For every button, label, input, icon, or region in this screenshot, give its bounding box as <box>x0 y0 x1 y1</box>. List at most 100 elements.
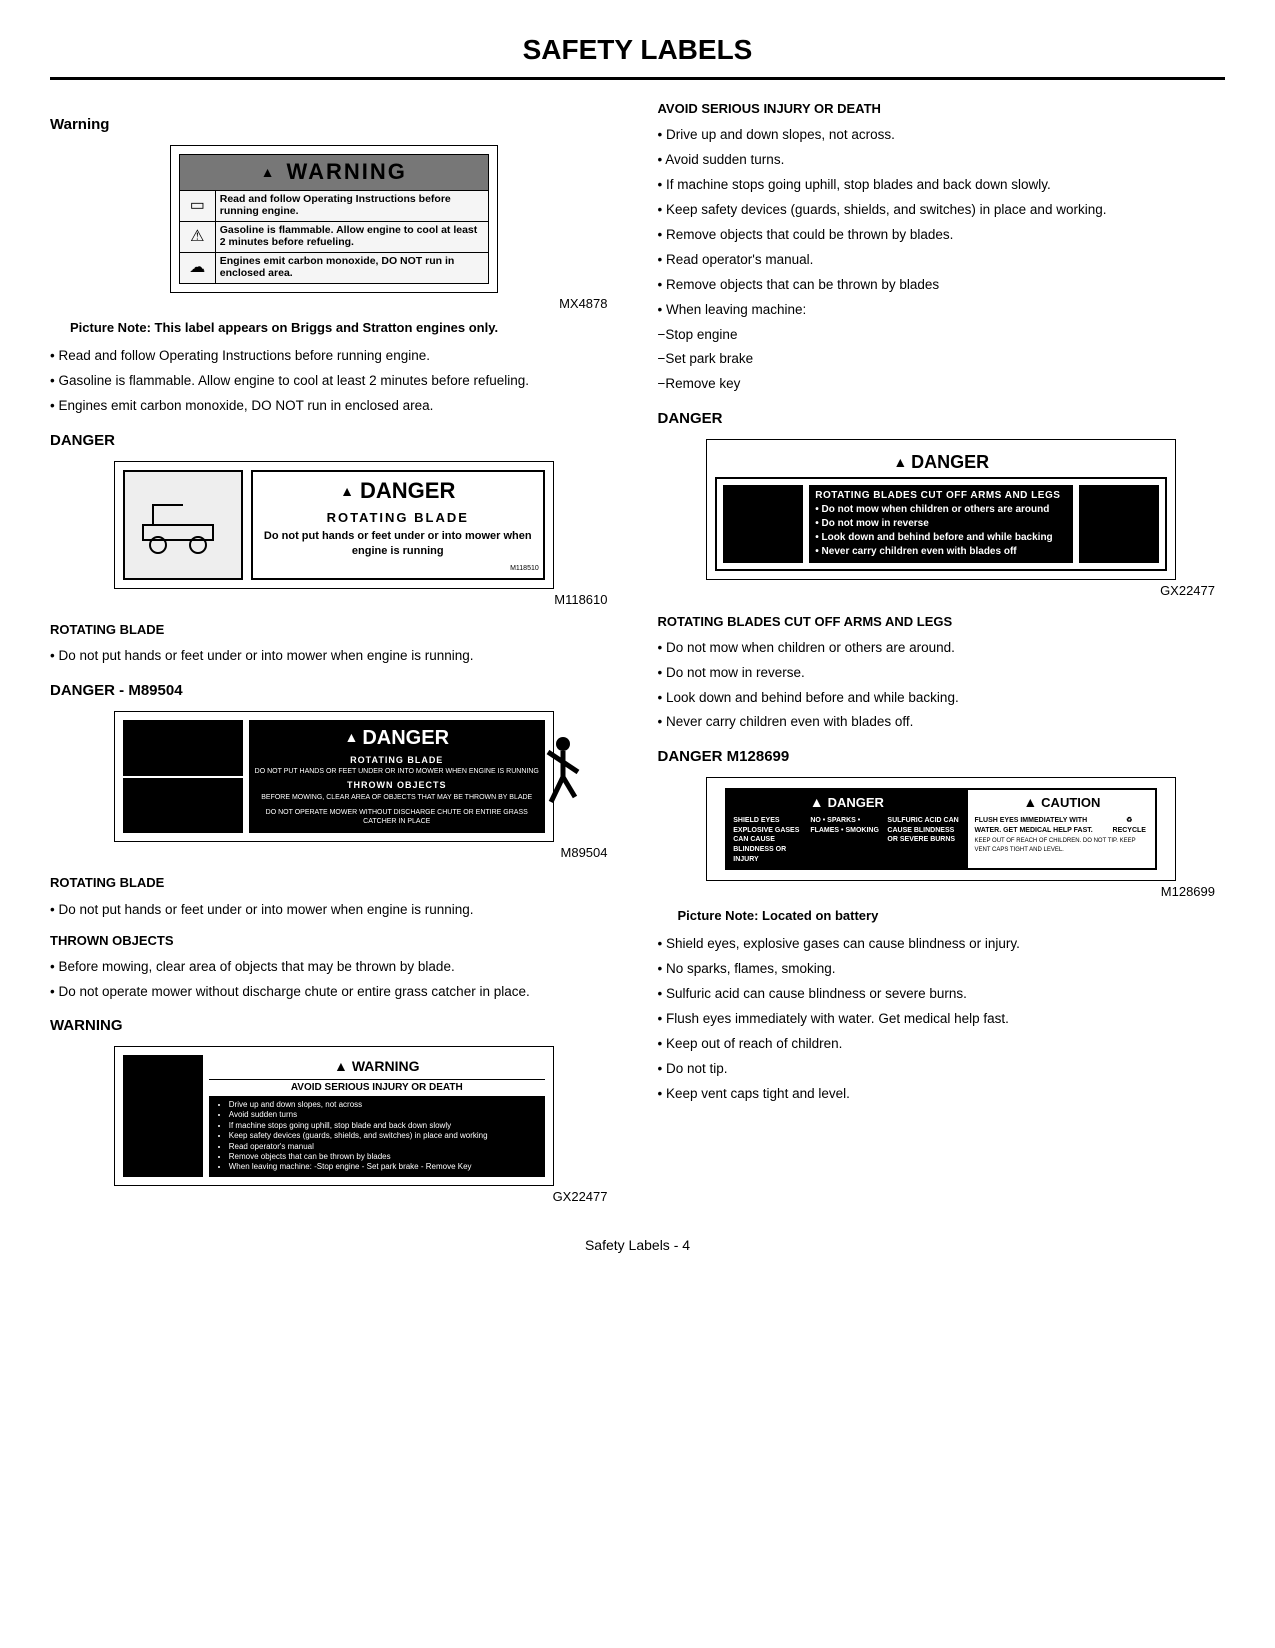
bullet: Drive up and down slopes, not across. <box>658 126 1226 145</box>
danger-m89504-illustration: ▲DANGER ROTATING BLADE DO NOT PUT HANDS … <box>114 711 554 842</box>
danger-inner-code: M118510 <box>257 564 539 574</box>
running-person-icon <box>533 732 593 812</box>
danger-label-text: Do not put hands or feet under or into m… <box>257 529 539 560</box>
bullet: Do not operate mower without discharge c… <box>50 983 618 1002</box>
tractor-manual-icon <box>123 1055 203 1176</box>
warning-row2: Gasoline is flammable. Allow engine to c… <box>216 223 488 250</box>
bullet: Never carry children even with blades of… <box>658 713 1226 732</box>
danger-label-illustration: ▲ DANGER ROTATING BLADE Do not put hands … <box>114 461 554 589</box>
thrown-objects-heading: THROWN OBJECTS <box>50 932 618 950</box>
rotating-blade-heading-2: ROTATING BLADE <box>50 874 618 892</box>
danger-m89504-heading: DANGER - M89504 <box>50 680 618 701</box>
bullet: Keep safety devices (guards, shields, an… <box>658 201 1226 220</box>
dgx-line: • Never carry children even with blades … <box>815 545 1067 559</box>
w2-list: Drive up and down slopes, not across Avo… <box>209 1096 545 1177</box>
bullet: Avoid sudden turns. <box>658 151 1226 170</box>
label-code-m89504: M89504 <box>50 844 618 862</box>
label-code-m128699: M128699 <box>658 883 1226 901</box>
w2-sub: AVOID SERIOUS INJURY OR DEATH <box>209 1079 545 1096</box>
page-footer: Safety Labels - 4 <box>50 1236 1225 1256</box>
bullet: Engines emit carbon monoxide, DO NOT run… <box>50 397 618 416</box>
danger-gx22477-illustration: ▲DANGER ROTATING BLADES CUT OFF ARMS AND… <box>706 439 1176 580</box>
bullet: Do not put hands or feet under or into m… <box>50 647 618 666</box>
w2-line: Read operator's manual <box>229 1142 537 1152</box>
d2-box: DO NOT OPERATE MOWER WITHOUT DISCHARGE C… <box>253 806 541 830</box>
bullet: Sulfuric acid can cause blindness or sev… <box>658 985 1226 1004</box>
w2-line: If machine stops going uphill, stop blad… <box>229 1121 537 1131</box>
bullet: Remove objects that can be thrown by bla… <box>658 276 1226 295</box>
label-code-m118610: M118610 <box>50 591 618 609</box>
two-column-layout: Warning ▲ WARNING ▭Read and follow Operat… <box>50 100 1225 1206</box>
d2-line2: BEFORE MOWING, CLEAR AREA OF OBJECTS THA… <box>253 793 541 803</box>
bullet: Read operator's manual. <box>658 251 1226 270</box>
danger-triangle-icon: ▲ <box>344 728 358 748</box>
warning-row3: Engines emit carbon monoxide, DO NOT run… <box>216 254 488 281</box>
picture-note-2: Picture Note: Located on battery <box>678 907 1226 925</box>
bullet: Remove objects that could be thrown by b… <box>658 226 1226 245</box>
d2-header: DANGER <box>362 724 449 752</box>
danger-label-header: DANGER <box>360 476 455 507</box>
bat-cell: SULFURIC ACID CAN CAUSE BLINDNESS OR SEV… <box>887 816 960 865</box>
warning-label-illustration: ▲ WARNING ▭Read and follow Operating Inst… <box>170 145 498 293</box>
bullet: Keep out of reach of children. <box>658 1035 1226 1054</box>
bullet: Do not mow when children or others are a… <box>658 639 1226 658</box>
avoid-heading: AVOID SERIOUS INJURY OR DEATH <box>658 100 1226 118</box>
dgx-line: • Look down and behind before and while … <box>815 531 1067 545</box>
recycle-icon: ♻RECYCLE <box>1109 816 1149 836</box>
dash: Stop engine <box>658 326 1226 345</box>
danger-m128699-heading: DANGER M128699 <box>658 746 1226 767</box>
bullet: Do not put hands or feet under or into m… <box>50 901 618 920</box>
hand-blade-icon <box>123 720 243 778</box>
warning-heading-2: WARNING <box>50 1015 618 1036</box>
foot-blade-icon <box>123 778 243 834</box>
dash: Set park brake <box>658 350 1226 369</box>
warning-triangle-icon: ▲ <box>261 163 277 183</box>
bullet: Look down and behind before and while ba… <box>658 689 1226 708</box>
warning-row1: Read and follow Operating Instructions b… <box>216 192 488 219</box>
warning-heading: Warning <box>50 114 618 135</box>
label-code-gx22477-r: GX22477 <box>658 582 1226 600</box>
right-column: AVOID SERIOUS INJURY OR DEATH Drive up a… <box>658 100 1226 1206</box>
danger-triangle-icon: ▲ <box>893 453 907 473</box>
bullet: When leaving machine: <box>658 301 1226 320</box>
label-code-mx4878: MX4878 <box>50 295 618 313</box>
bullet: Do not tip. <box>658 1060 1226 1079</box>
bat-danger-head: DANGER <box>828 794 884 812</box>
d2-line1: DO NOT PUT HANDS OR FEET UNDER OR INTO M… <box>253 767 541 777</box>
bat-cell: FLUSH EYES IMMEDIATELY WITH WATER. GET M… <box>974 816 1105 836</box>
left-column: Warning ▲ WARNING ▭Read and follow Operat… <box>50 100 618 1206</box>
bat-caution-head: CAUTION <box>1041 794 1100 812</box>
tractor-reverse-icon <box>1079 485 1159 563</box>
dgx-header: DANGER <box>911 450 989 475</box>
bullet: Flush eyes immediately with water. Get m… <box>658 1010 1226 1029</box>
danger-label-sub: ROTATING BLADE <box>257 509 539 527</box>
d2-sub2: THROWN OBJECTS <box>253 779 541 792</box>
bullet: Gasoline is flammable. Allow engine to c… <box>50 372 618 391</box>
danger-heading: DANGER <box>50 430 618 451</box>
w2-line: Keep safety devices (guards, shields, an… <box>229 1131 537 1141</box>
warning-label-header: WARNING <box>287 157 407 188</box>
bat-cell: NO • SPARKS • FLAMES • SMOKING <box>810 816 883 865</box>
bat-keep-out: KEEP OUT OF REACH OF CHILDREN. DO NOT TI… <box>974 837 1149 854</box>
w2-line: Drive up and down slopes, not across <box>229 1100 537 1110</box>
w2-header: WARNING <box>352 1057 420 1077</box>
fumes-icon: ☁ <box>180 253 216 283</box>
d2-sub1: ROTATING BLADE <box>253 754 541 767</box>
bullet: No sparks, flames, smoking. <box>658 960 1226 979</box>
bullet: Keep vent caps tight and level. <box>658 1085 1226 1104</box>
dash: Remove key <box>658 375 1226 394</box>
tractor-blade-icon <box>723 485 803 563</box>
danger-heading-right: DANGER <box>658 408 1226 429</box>
danger-triangle-icon: ▲ <box>340 482 354 502</box>
book-icon: ▭ <box>180 191 216 221</box>
bullet: Shield eyes, explosive gases can cause b… <box>658 935 1226 954</box>
bullet: Do not mow in reverse. <box>658 664 1226 683</box>
danger-triangle-icon: ▲ <box>810 793 824 813</box>
flame-icon: ⚠ <box>180 222 216 252</box>
w2-line: Remove objects that can be thrown by bla… <box>229 1152 537 1162</box>
w2-line: When leaving machine: -Stop engine - Set… <box>229 1162 537 1172</box>
w2-line: Avoid sudden turns <box>229 1110 537 1120</box>
caution-triangle-icon: ▲ <box>1023 793 1037 813</box>
label-code-gx22477: GX22477 <box>50 1188 618 1206</box>
dgx-line: • Do not mow when children or others are… <box>815 503 1067 517</box>
